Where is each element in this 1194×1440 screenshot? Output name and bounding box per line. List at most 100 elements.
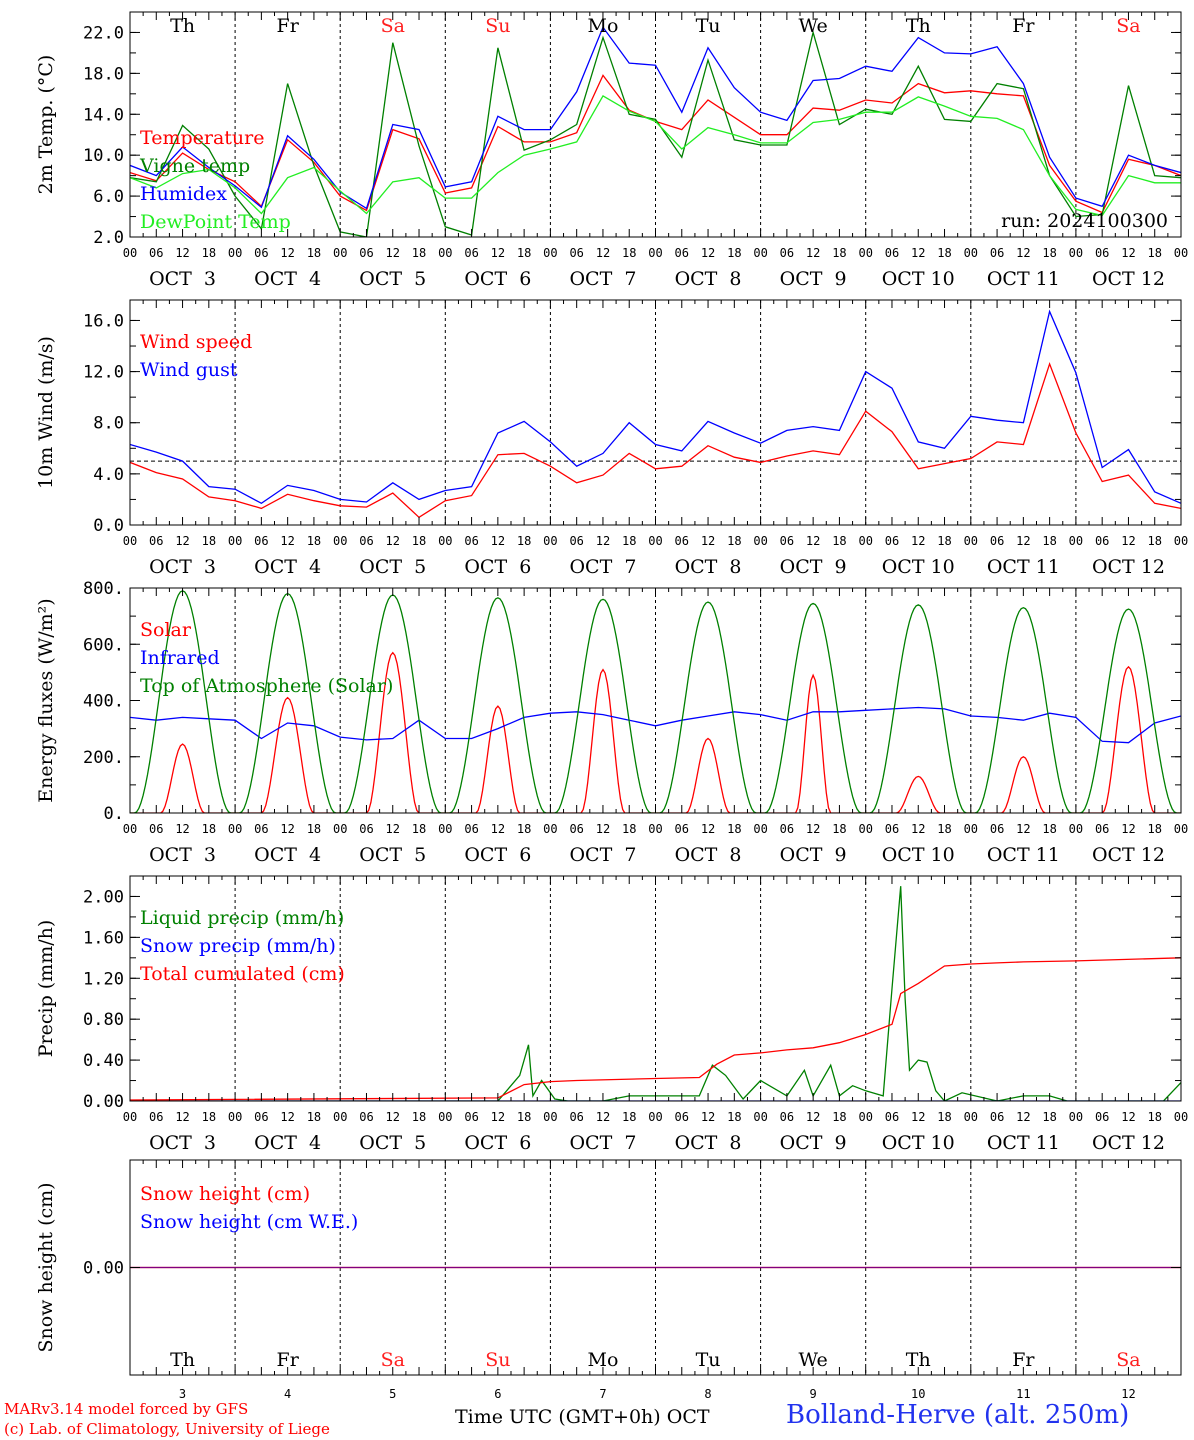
date-label: OCT 8	[675, 1132, 742, 1154]
hour-tick-label: 06	[464, 822, 478, 836]
hour-tick-label: 18	[307, 1110, 321, 1124]
date-label: OCT 4	[254, 844, 321, 866]
hour-tick-label: 18	[412, 246, 426, 260]
hour-tick-label: 06	[149, 534, 163, 548]
hour-tick-label: 06	[464, 1110, 478, 1124]
y-tick-label: 16.0	[83, 311, 124, 331]
date-label: OCT 3	[149, 844, 216, 866]
hour-tick-label: 00	[228, 534, 242, 548]
hour-tick-label: 18	[1147, 246, 1161, 260]
hour-tick-label: 06	[675, 1110, 689, 1124]
date-label: OCT 3	[149, 556, 216, 578]
date-label: OCT 5	[359, 556, 426, 578]
hour-tick-label: 06	[149, 1110, 163, 1124]
hour-tick-label: 06	[675, 246, 689, 260]
hour-tick-label: 18	[937, 822, 951, 836]
hour-tick-label: 06	[1095, 246, 1109, 260]
hour-tick-label: 18	[832, 822, 846, 836]
hour-tick-label: 18	[1042, 1110, 1056, 1124]
hour-tick-label: 00	[1174, 1110, 1188, 1124]
hour-tick-label: 06	[780, 822, 794, 836]
date-label: OCT 8	[675, 844, 742, 866]
hour-tick-label: 00	[543, 822, 557, 836]
y-tick-label: 4.0	[93, 465, 124, 485]
date-label: OCT 10	[882, 556, 955, 578]
series-line-solar	[130, 651, 1181, 813]
hour-tick-label: 06	[569, 246, 583, 260]
hour-tick-label: 00	[858, 1110, 872, 1124]
hour-tick-label: 12	[386, 1110, 400, 1124]
series-line-vigne-temp	[130, 29, 1181, 237]
x-axis-title: Time UTC (GMT+0h)	[455, 1406, 661, 1428]
weekday-label: Mo	[587, 1349, 618, 1371]
hour-tick-label: 06	[1095, 822, 1109, 836]
date-label: OCT 7	[569, 1132, 636, 1154]
hour-tick-label: 06	[780, 534, 794, 548]
legend-entry: Temperature	[140, 127, 264, 149]
y-tick-label: 1.60	[83, 928, 124, 948]
legend-entry: Snow precip (mm/h)	[140, 935, 336, 957]
hour-tick-label: 00	[123, 822, 137, 836]
legend-entry: Liquid precip (mm/h)	[140, 907, 344, 929]
y-axis-label: Precip (mm/h)	[35, 920, 57, 1058]
hour-tick-label: 18	[202, 534, 216, 548]
series-line-dewpoint-temp	[130, 95, 1181, 217]
hour-tick-label: 18	[1042, 822, 1056, 836]
hour-tick-label: 12	[491, 1110, 505, 1124]
hour-tick-label: 00	[858, 534, 872, 548]
hour-tick-label: 06	[990, 1110, 1004, 1124]
hour-tick-label: 18	[202, 1110, 216, 1124]
hour-tick-label: 12	[280, 534, 294, 548]
hour-tick-label: 12	[1016, 534, 1030, 548]
hour-tick-label: 00	[1069, 1110, 1083, 1124]
hour-tick-label: 12	[1016, 246, 1030, 260]
date-label: OCT 11	[987, 556, 1060, 578]
date-label: OCT 12	[1092, 844, 1165, 866]
series-line-total-cumulated-cm-	[130, 957, 1181, 1101]
hour-tick-label: 18	[517, 1110, 531, 1124]
weekday-label: Fr	[277, 15, 300, 37]
hour-tick-label: 00	[753, 246, 767, 260]
hour-tick-label: 06	[885, 534, 899, 548]
hour-tick-label: 06	[254, 1110, 268, 1124]
date-label: OCT 6	[464, 556, 531, 578]
date-label: OCT 9	[780, 268, 847, 290]
weekday-label: Sa	[381, 1349, 405, 1371]
hour-tick-label: 12	[806, 246, 820, 260]
date-label: OCT 7	[569, 556, 636, 578]
hour-tick-label: 18	[412, 534, 426, 548]
series-line-wind-speed	[130, 361, 1181, 519]
hour-tick-label: 12	[596, 246, 610, 260]
hour-tick-label: 06	[569, 822, 583, 836]
station-name: Bolland-Herve (alt. 250m)	[786, 1400, 1130, 1430]
date-label: OCT 10	[882, 844, 955, 866]
series-line-humidex	[130, 25, 1181, 210]
y-axis-label: Energy fluxes (W/m²)	[35, 598, 57, 802]
hour-tick-label: 00	[1174, 246, 1188, 260]
day-number-label: 6	[494, 1387, 501, 1401]
hour-tick-label: 06	[359, 1110, 373, 1124]
hour-tick-label: 06	[1095, 534, 1109, 548]
hour-tick-label: 18	[727, 534, 741, 548]
hour-tick-label: 18	[622, 1110, 636, 1124]
hour-tick-label: 18	[517, 246, 531, 260]
y-tick-label: 800.	[83, 579, 124, 599]
hour-tick-label: 06	[885, 822, 899, 836]
legend-entry: Solar	[140, 619, 192, 641]
day-number-label: 9	[810, 1387, 817, 1401]
hour-tick-label: 00	[858, 246, 872, 260]
credit-line-2: (c) Lab. of Climatology, University of L…	[4, 1420, 330, 1438]
legend-entry: Vigne temp	[139, 155, 250, 177]
hour-tick-label: 00	[648, 246, 662, 260]
date-label: OCT 12	[1092, 268, 1165, 290]
hour-tick-label: 06	[780, 1110, 794, 1124]
hour-tick-label: 12	[1016, 822, 1030, 836]
hour-tick-label: 00	[438, 246, 452, 260]
hour-tick-label: 18	[832, 534, 846, 548]
hour-tick-label: 12	[806, 1110, 820, 1124]
date-label: OCT 6	[464, 268, 531, 290]
hour-tick-label: 00	[228, 822, 242, 836]
hour-tick-label: 06	[1095, 1110, 1109, 1124]
hour-tick-label: 06	[675, 822, 689, 836]
